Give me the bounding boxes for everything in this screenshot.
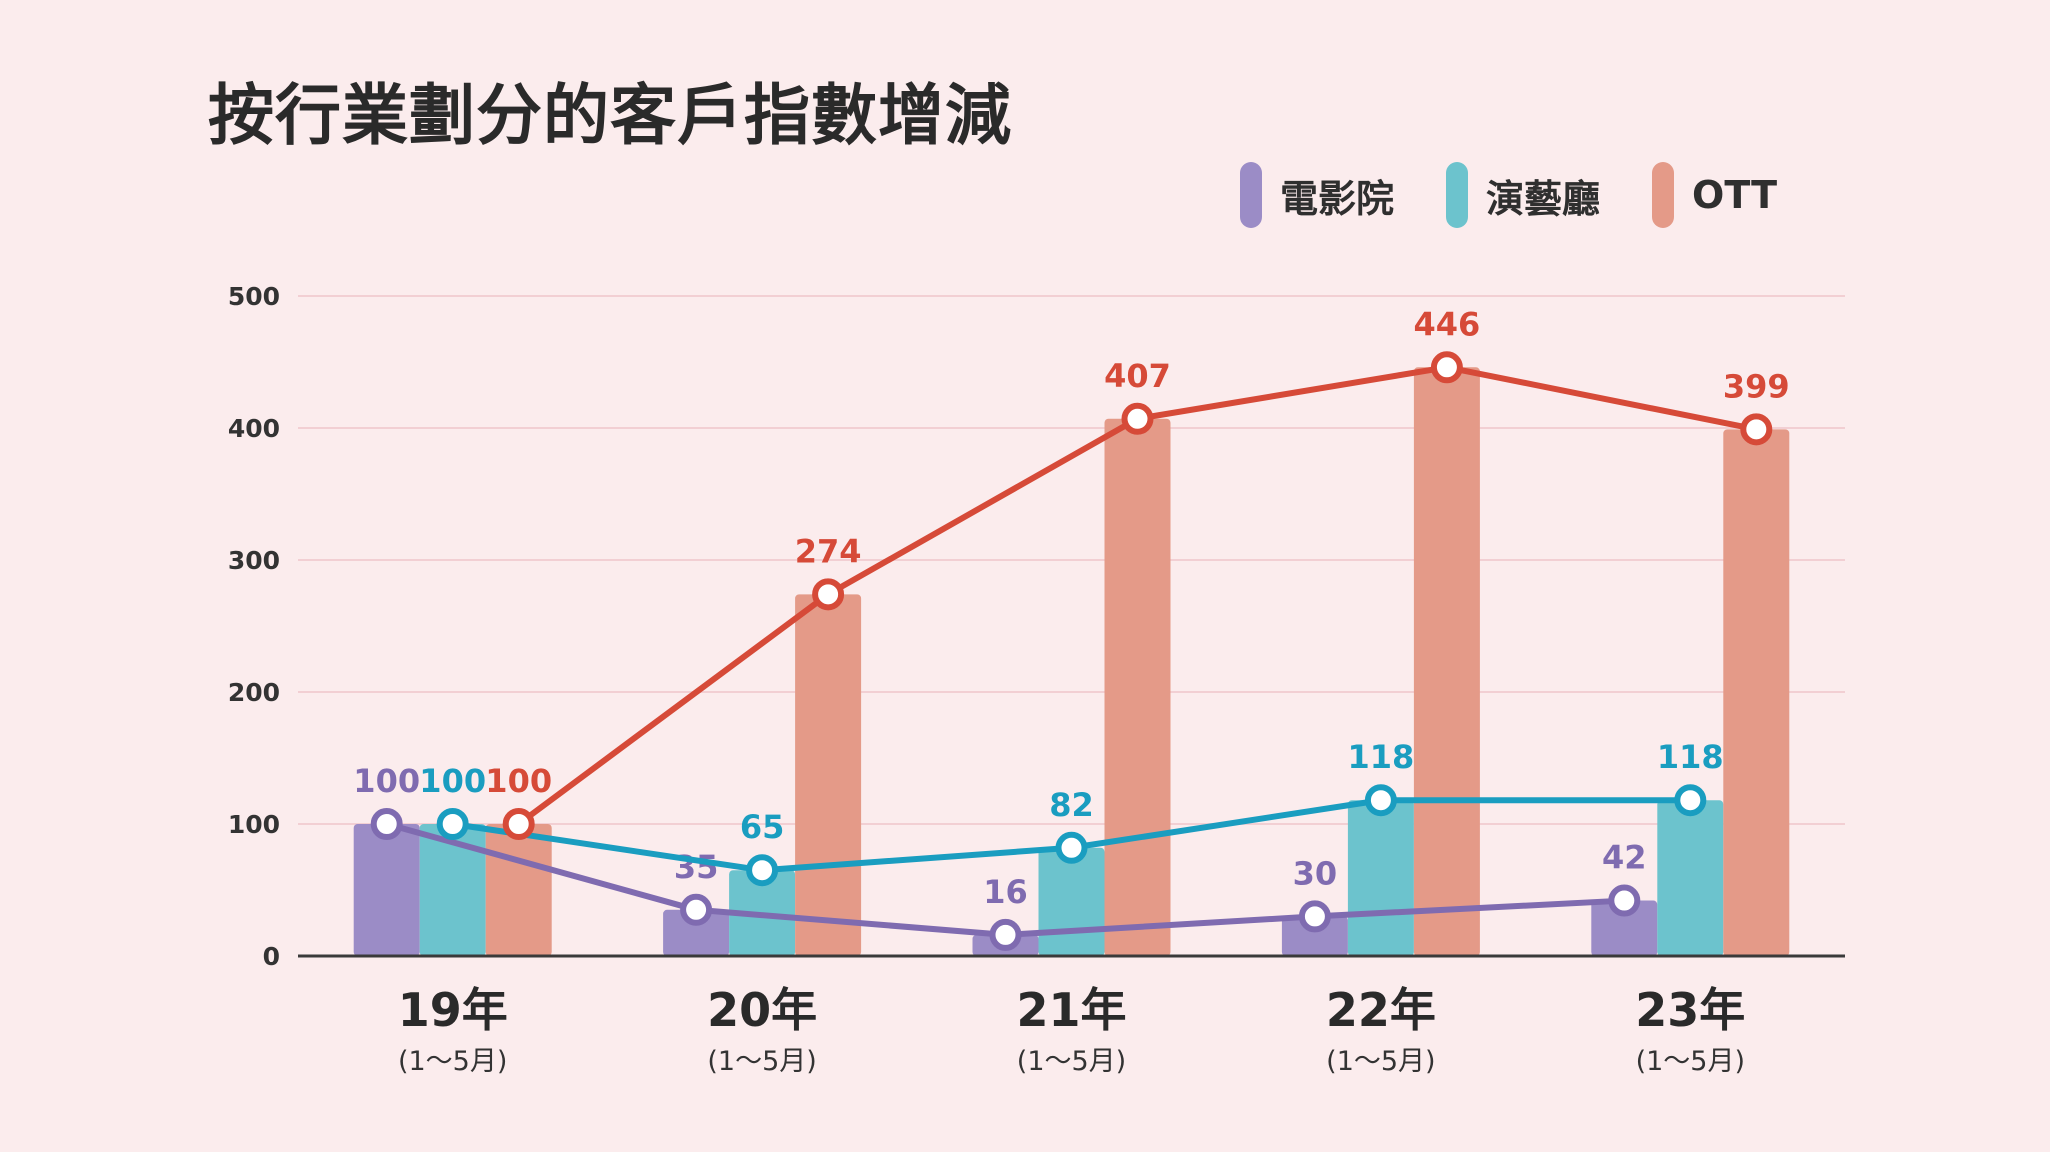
bar-演藝廳-19年: [419, 824, 486, 956]
legend-swatch-concert-hall: [1446, 162, 1469, 228]
bar-演藝廳-22年: [1347, 800, 1414, 956]
marker-OTT-23年: [1740, 413, 1773, 446]
x-tick-sublabel: (1〜5月): [1636, 1046, 1745, 1077]
value-label-電影院-19年: 100: [353, 762, 420, 800]
bar-電影院-20年: [663, 909, 730, 956]
y-tick-label: 500: [228, 282, 280, 311]
value-label-演藝廳-22年: 118: [1348, 738, 1415, 776]
bar-演藝廳-23年: [1657, 800, 1724, 956]
value-label-演藝廳-20年: 65: [740, 808, 785, 846]
value-label-OTT-22年: 446: [1414, 305, 1481, 343]
marker-OTT-20年: [812, 578, 845, 611]
x-tick-sublabel: (1〜5月): [707, 1046, 816, 1077]
bar-演藝廳-21年: [1038, 847, 1105, 956]
legend-label-ott: OTT: [1692, 173, 1778, 217]
x-tick-label: 19年: [398, 983, 508, 1037]
marker-演藝廳-22年: [1364, 784, 1397, 817]
value-label-OTT-19年: 100: [485, 762, 552, 800]
value-label-OTT-20年: 274: [795, 532, 862, 570]
bar-OTT-21年: [1104, 418, 1171, 956]
value-label-電影院-20年: 35: [674, 848, 719, 886]
marker-演藝廳-19年: [436, 808, 469, 840]
marker-OTT-19年: [502, 808, 535, 840]
legend-label-cinema: 電影院: [1280, 176, 1395, 221]
legend-swatch-ott: [1652, 162, 1675, 228]
legend-label-concert-hall: 演藝廳: [1486, 176, 1601, 221]
bar-電影院-23年: [1591, 900, 1658, 956]
marker-電影院-19年: [370, 808, 403, 840]
bar-OTT-19年: [485, 824, 552, 956]
value-label-OTT-21年: 407: [1104, 357, 1171, 395]
marker-電影院-23年: [1608, 884, 1641, 917]
bar-電影院-22年: [1281, 916, 1348, 956]
marker-演藝廳-20年: [746, 854, 779, 887]
x-tick-sublabel: (1〜5月): [398, 1046, 507, 1077]
x-tick-label: 21年: [1016, 983, 1126, 1037]
chart-title: 按行業劃分的客戶指數增減: [208, 77, 1012, 154]
legend: 電影院 演藝廳 OTT: [1240, 162, 1777, 228]
x-tick-label: 22年: [1326, 983, 1436, 1037]
value-label-電影院-23年: 42: [1602, 839, 1647, 877]
marker-電影院-20年: [680, 893, 713, 926]
legend-item-cinema: 電影院: [1240, 162, 1394, 228]
y-tick-label: 200: [228, 678, 280, 707]
y-tick-label: 300: [228, 546, 280, 575]
value-label-演藝廳-19年: 100: [419, 762, 486, 800]
value-label-OTT-23年: 399: [1723, 367, 1790, 405]
legend-swatch-cinema: [1240, 162, 1262, 228]
y-tick-label: 400: [228, 414, 280, 443]
marker-電影院-22年: [1298, 900, 1331, 933]
value-label-電影院-21年: 16: [983, 873, 1028, 911]
y-tick-label: 100: [228, 810, 280, 839]
bar-OTT-23年: [1723, 429, 1790, 956]
marker-電影院-21年: [989, 918, 1022, 951]
value-label-演藝廳-21年: 82: [1049, 786, 1094, 824]
marker-OTT-22年: [1430, 351, 1463, 384]
legend-item-ott: OTT: [1652, 162, 1777, 228]
value-label-演藝廳-23年: 118: [1657, 738, 1724, 776]
x-tick-sublabel: (1〜5月): [1326, 1046, 1435, 1077]
bar-電影院-19年: [353, 824, 420, 956]
bar-OTT-22年: [1413, 367, 1480, 956]
marker-演藝廳-23年: [1674, 784, 1707, 817]
legend-item-concert-hall: 演藝廳: [1446, 162, 1600, 228]
x-tick-sublabel: (1〜5月): [1017, 1046, 1126, 1077]
x-tick-label: 23年: [1635, 983, 1745, 1037]
value-label-電影院-22年: 30: [1293, 854, 1338, 892]
bar-OTT-20年: [795, 594, 862, 956]
marker-演藝廳-21年: [1055, 831, 1088, 864]
x-tick-label: 20年: [707, 983, 817, 1037]
y-tick-label: 0: [263, 942, 280, 971]
marker-OTT-21年: [1121, 402, 1154, 435]
